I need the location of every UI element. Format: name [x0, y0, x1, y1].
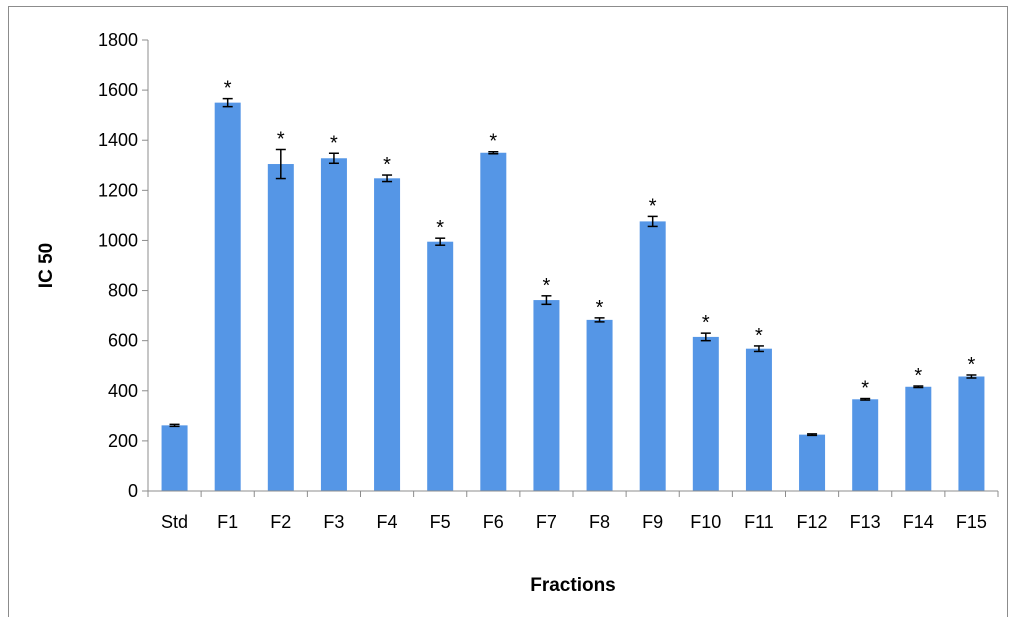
x-tick-label: F5 — [430, 512, 451, 532]
x-tick-label: F10 — [690, 512, 721, 532]
x-tick-label: F13 — [850, 512, 881, 532]
x-tick-label: F7 — [536, 512, 557, 532]
x-tick-label: F12 — [797, 512, 828, 532]
y-tick-label: 1600 — [98, 80, 138, 100]
significance-star: * — [330, 132, 338, 154]
error-bar-std — [169, 423, 180, 428]
error-bar-f4 — [382, 174, 393, 183]
y-tick-label: 0 — [128, 481, 138, 501]
significance-star: * — [861, 378, 869, 400]
significance-star: * — [436, 217, 444, 239]
error-bar-f12 — [807, 433, 818, 437]
significance-star: * — [596, 297, 604, 319]
bar-f14 — [905, 386, 932, 491]
bar-f2 — [267, 164, 294, 491]
significance-star: * — [968, 354, 976, 376]
error-bar-f6 — [488, 150, 499, 155]
significance-star: * — [649, 195, 657, 217]
bar-f15 — [958, 376, 985, 491]
y-axis-title: IC 50 — [36, 243, 57, 288]
significance-star: * — [702, 312, 710, 334]
bar-f7 — [533, 300, 560, 491]
bar-f9 — [639, 221, 666, 491]
bar-f13 — [852, 399, 879, 491]
error-bar-f9 — [647, 215, 658, 228]
x-tick-label: F14 — [903, 512, 934, 532]
y-tick-label: 600 — [108, 331, 138, 351]
error-bar-f5 — [435, 237, 446, 246]
bar-f10 — [692, 336, 719, 491]
y-tick-label: 800 — [108, 281, 138, 301]
bar-f12 — [799, 434, 826, 491]
significance-star: * — [543, 275, 551, 297]
x-tick-label: F1 — [217, 512, 238, 532]
axes-group: 0 200 400 600 800 1000 1200 1400 1600 1800 Std F1 F2… — [98, 30, 999, 532]
significance-star: * — [914, 365, 922, 387]
y-tick-label: 200 — [108, 431, 138, 451]
bars-group — [161, 102, 985, 492]
x-tick-label: Std — [161, 512, 188, 532]
error-bars-group — [169, 97, 977, 437]
error-bar-f14 — [913, 385, 924, 389]
x-tick-label: F15 — [956, 512, 987, 532]
significance-markers-group: * * * * * * * * * * * * * * — [224, 78, 976, 400]
x-tick-label: F6 — [483, 512, 504, 532]
error-bar-f7 — [541, 295, 552, 306]
x-tick-label: F9 — [642, 512, 663, 532]
bar-f3 — [320, 158, 347, 492]
significance-star: * — [755, 325, 763, 347]
bar-f4 — [374, 178, 401, 491]
significance-star: * — [489, 131, 497, 153]
x-tick-label: F4 — [377, 512, 398, 532]
error-bar-f15 — [966, 374, 977, 379]
bar-f1 — [214, 102, 241, 491]
x-tick-label: F3 — [323, 512, 344, 532]
significance-star: * — [277, 128, 285, 150]
x-axis-title: Fractions — [530, 575, 616, 596]
x-tick-label: F2 — [270, 512, 291, 532]
significance-star: * — [224, 78, 232, 100]
bar-f5 — [427, 241, 454, 491]
error-bar-f8 — [594, 317, 605, 323]
error-bar-f10 — [700, 332, 711, 342]
y-tick-label: 1200 — [98, 180, 138, 200]
y-tick-label: 1800 — [98, 30, 138, 50]
x-tick-label: F8 — [589, 512, 610, 532]
bar-f6 — [480, 152, 507, 491]
error-bar-f11 — [753, 345, 764, 353]
error-bar-f3 — [328, 152, 339, 165]
chart-frame — [8, 6, 1008, 617]
bar-f11 — [745, 348, 772, 491]
significance-star: * — [383, 154, 391, 176]
error-bar-f2 — [275, 148, 286, 180]
error-bar-f13 — [860, 397, 871, 401]
error-bar-f1 — [222, 97, 233, 108]
x-tick-label: F11 — [744, 512, 774, 532]
y-tick-label: 1400 — [98, 130, 138, 150]
y-tick-label: 1000 — [98, 230, 138, 250]
bar-std — [161, 425, 188, 491]
bar-f8 — [586, 319, 613, 491]
y-tick-label: 400 — [108, 381, 138, 401]
